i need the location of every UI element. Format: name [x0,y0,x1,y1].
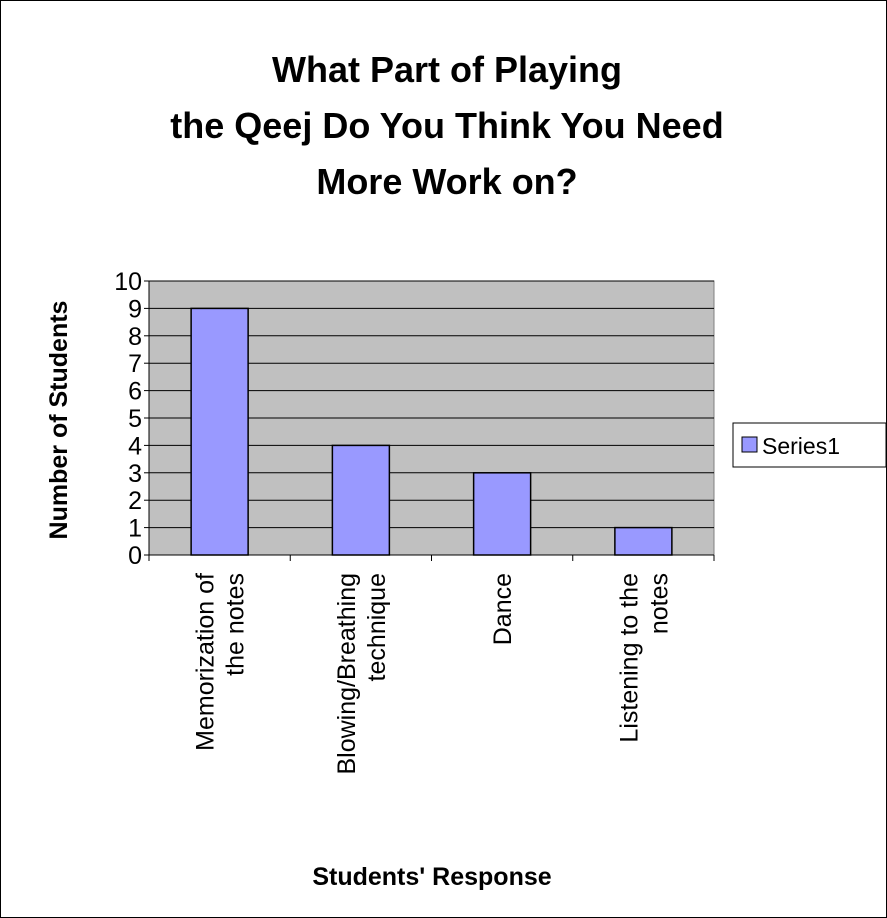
x-tick-label: notes [645,573,673,634]
y-tick-label: 2 [128,487,142,515]
legend-swatch [741,436,758,453]
y-tick-label: 9 [128,295,142,323]
chart-title-line-3: More Work on? [316,161,577,202]
legend-label: Series1 [762,433,840,459]
x-axis-label: Students' Response [312,863,551,891]
y-tick-label: 8 [128,323,142,351]
y-tick-label: 5 [128,405,142,433]
y-tick-label: 10 [114,268,142,296]
bar [472,472,532,556]
legend-box [732,422,887,468]
x-tick-labels: Memorization of the notes Blowing/Breathin… [192,573,674,775]
x-tick-label: Memorization of [192,573,220,751]
y-tick-label: 7 [128,350,142,378]
x-tick-label: technique [363,573,391,681]
bar [190,307,249,556]
x-tick-label: Dance [489,573,517,645]
bar [331,444,391,556]
axes [144,280,715,561]
y-tick-label: 1 [128,515,142,543]
y-axis-label: Number of Students [45,301,73,540]
legend: Series1 [732,422,887,468]
x-tick-label: Blowing/Breathing [333,573,361,775]
y-tick-label: 6 [128,378,142,406]
chart-title: What Part of Playing the Qeej Do You Thi… [170,49,723,202]
x-tick-label: Listening to the [615,573,643,743]
y-tick-label: 4 [128,432,142,460]
chart-title-line-2: the Qeej Do You Think You Need [170,105,723,146]
y-tick-label: 3 [128,460,142,488]
x-tick-label: the notes [222,573,250,676]
chart-title-line-1: What Part of Playing [272,49,622,90]
bar [614,526,673,556]
y-tick-label: 0 [128,542,142,570]
